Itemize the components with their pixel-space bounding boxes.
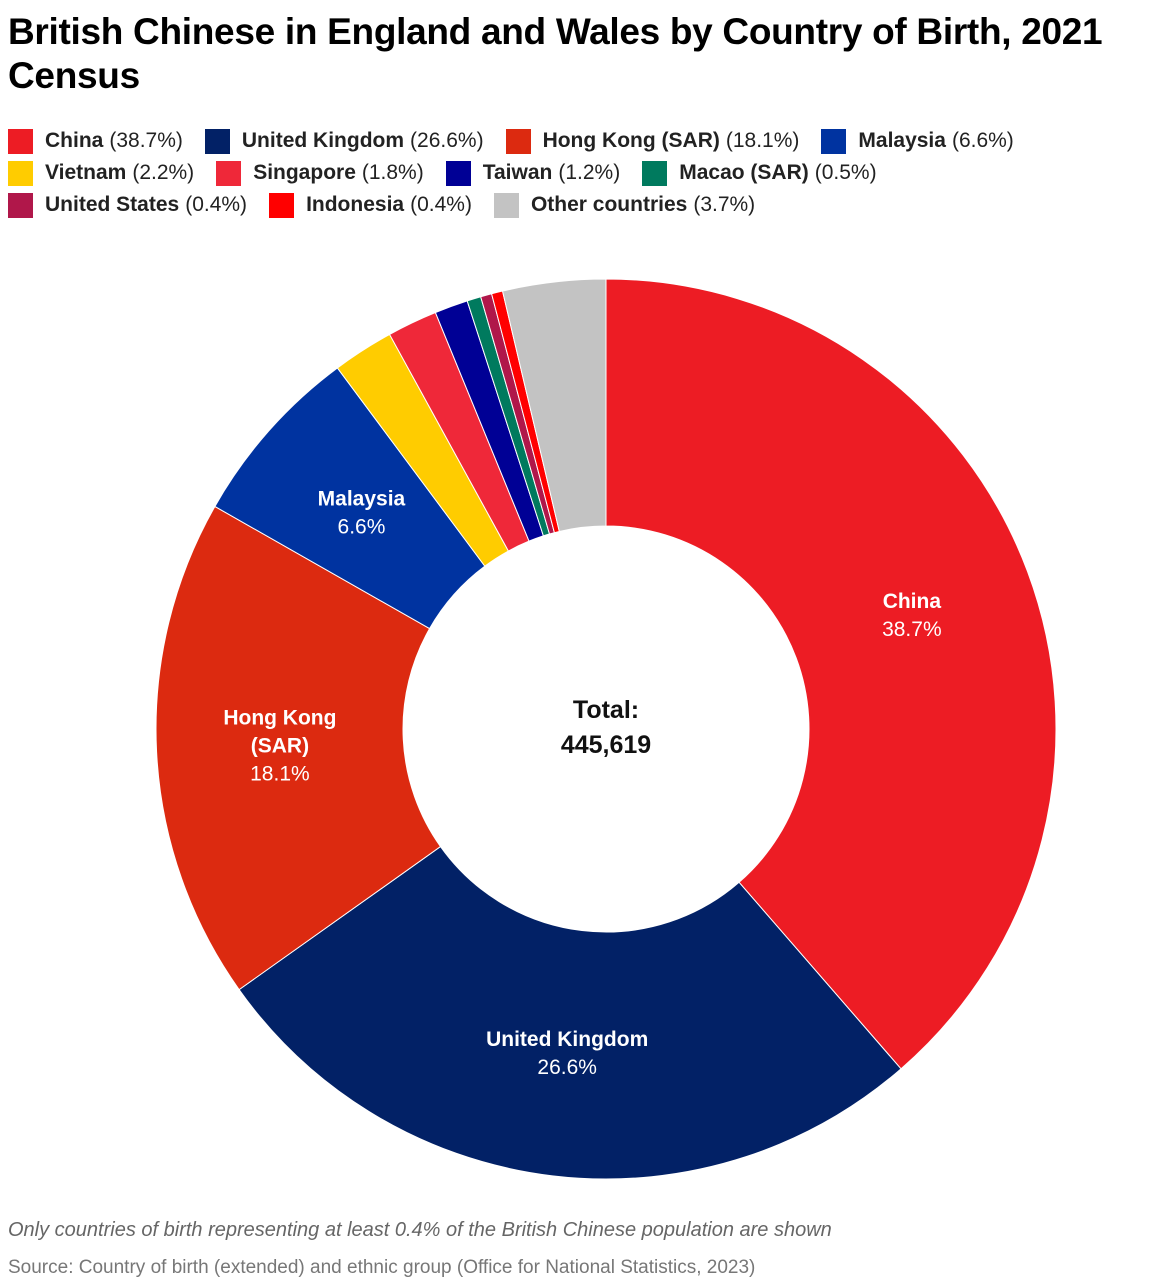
legend-item[interactable]: United Kingdom (26.6%) bbox=[204, 128, 484, 154]
slice-label: Malaysia bbox=[318, 488, 406, 511]
legend-row: United States (0.4%) Indonesia (0.4%) Other … bbox=[8, 189, 1158, 221]
slice-united-kingdom[interactable] bbox=[238, 845, 902, 1180]
slice-label: China bbox=[883, 590, 942, 613]
legend-swatch bbox=[8, 160, 33, 186]
legend-label: Malaysia bbox=[858, 129, 946, 152]
legend-value: (26.6%) bbox=[410, 129, 484, 152]
legend-item[interactable]: Vietnam (2.2%) bbox=[8, 160, 195, 186]
legend-swatch bbox=[642, 160, 668, 186]
legend-item[interactable]: China (38.7%) bbox=[8, 128, 183, 154]
legend-label: United Kingdom bbox=[241, 129, 405, 152]
legend-label: Macao (SAR) bbox=[679, 161, 809, 184]
legend-item[interactable]: Taiwan (1.2%) bbox=[445, 160, 621, 186]
legend-label: Hong Kong (SAR) bbox=[542, 129, 720, 152]
legend-label: Singapore bbox=[253, 161, 356, 184]
slice-value: 38.7% bbox=[882, 618, 942, 641]
legend-swatch bbox=[445, 160, 471, 186]
legend-label: United States bbox=[45, 193, 180, 216]
legend-item[interactable]: Indonesia (0.4%) bbox=[269, 192, 472, 218]
legend-label: Other countries bbox=[530, 193, 688, 216]
legend-label: Vietnam bbox=[45, 161, 127, 184]
legend-swatch bbox=[216, 160, 242, 186]
slice-value: 6.6% bbox=[338, 516, 386, 539]
slice-label: (SAR) bbox=[251, 734, 309, 757]
legend-item[interactable]: Other countries (3.7%) bbox=[493, 192, 756, 218]
legend-value: (18.1%) bbox=[725, 129, 800, 152]
legend-swatch bbox=[204, 128, 230, 154]
slice-other-countries[interactable] bbox=[501, 278, 607, 533]
legend-item[interactable]: Singapore (1.8%) bbox=[216, 160, 424, 186]
legend-swatch bbox=[8, 192, 33, 218]
slice-hong-kong-sar-[interactable] bbox=[155, 505, 442, 991]
legend: China (38.7%) United Kingdom (26.6%) Hong Ko… bbox=[8, 125, 1158, 221]
legend-value: (2.2%) bbox=[132, 161, 195, 184]
center-total-value: 445,619 bbox=[561, 731, 651, 759]
legend-label: China bbox=[45, 129, 104, 152]
footnote: Only countries of birth representing at … bbox=[8, 1219, 832, 1241]
legend-item[interactable]: Macao (SAR) (0.5%) bbox=[642, 160, 877, 186]
source: Source: Country of birth (extended) and … bbox=[8, 1257, 756, 1278]
legend-value: (6.6%) bbox=[951, 129, 1014, 152]
legend-value: (1.2%) bbox=[558, 161, 621, 184]
legend-label: Taiwan bbox=[482, 161, 553, 184]
legend-item[interactable]: Hong Kong (SAR) (18.1%) bbox=[505, 128, 800, 154]
legend-value: (0.4%) bbox=[410, 193, 472, 216]
center-total-label: Total: bbox=[573, 696, 639, 724]
legend-value: (38.7%) bbox=[109, 129, 183, 152]
slice-value: 18.1% bbox=[250, 762, 310, 785]
legend-item[interactable]: Malaysia (6.6%) bbox=[821, 128, 1014, 154]
legend-value: (0.4%) bbox=[185, 193, 248, 216]
legend-swatch bbox=[505, 128, 531, 154]
legend-row: China (38.7%) United Kingdom (26.6%) Hong Ko… bbox=[8, 125, 1158, 157]
legend-value: (3.7%) bbox=[693, 193, 756, 216]
slice-label: United Kingdom bbox=[486, 1028, 648, 1051]
slice-value: 26.6% bbox=[537, 1056, 597, 1079]
legend-item[interactable]: United States (0.4%) bbox=[8, 192, 248, 218]
chart-title: British Chinese in England and Wales by … bbox=[8, 11, 1103, 96]
legend-swatch bbox=[269, 192, 295, 218]
legend-label: Indonesia bbox=[306, 193, 405, 216]
legend-swatch bbox=[821, 128, 847, 154]
legend-swatch bbox=[8, 128, 33, 154]
legend-value: (0.5%) bbox=[814, 161, 877, 184]
slice-china[interactable] bbox=[605, 278, 1057, 1070]
legend-row: Vietnam (2.2%) Singapore (1.8%) Taiwan (1.2%)… bbox=[8, 157, 1158, 189]
slice-label: Hong Kong bbox=[223, 706, 336, 729]
legend-value: (1.8%) bbox=[361, 161, 424, 184]
legend-swatch bbox=[493, 192, 519, 218]
